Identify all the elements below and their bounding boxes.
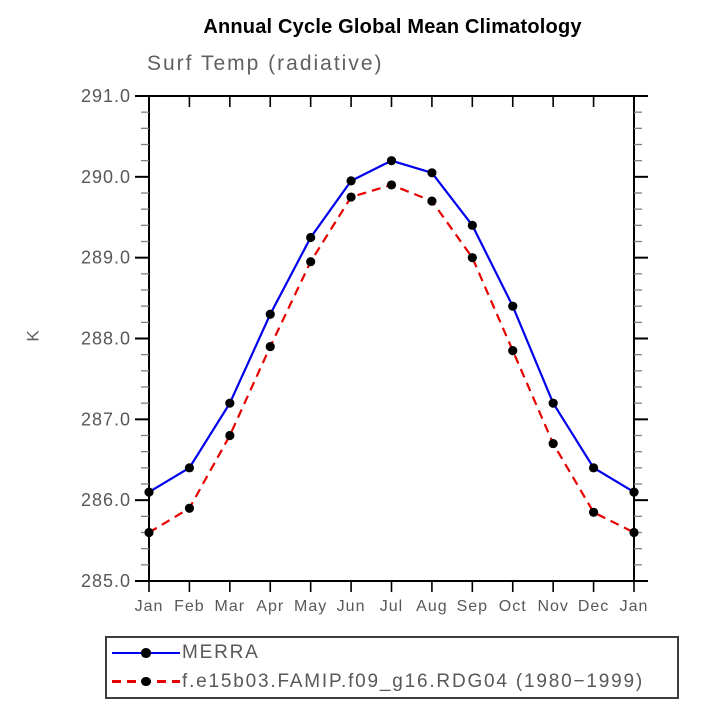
legend-item-merra: MERRA — [112, 640, 677, 667]
data-point-marker — [548, 438, 558, 449]
chart-subtitle: Surf Temp (radiative) — [147, 52, 384, 75]
x-tick-label: Aug — [416, 598, 447, 615]
x-tick-label: Sep — [457, 598, 488, 615]
data-point-marker — [386, 156, 397, 166]
y-tick-label: 287.0 — [81, 409, 131, 429]
data-point-marker — [386, 180, 397, 190]
x-tick-label: May — [294, 598, 327, 615]
data-point-marker — [629, 527, 639, 538]
x-tick-label: Jan — [620, 598, 649, 615]
x-tick-label: Apr — [256, 598, 284, 615]
data-point-marker — [346, 192, 356, 202]
data-point-marker — [265, 309, 275, 319]
data-point-marker — [588, 463, 599, 473]
data-point-marker — [427, 196, 437, 206]
legend-label-model: f.e15b03.FAMIP.f09_g16.RDG04 (1980−1999) — [182, 670, 644, 692]
x-tick-label: Mar — [215, 598, 246, 615]
data-point-marker — [629, 487, 639, 497]
x-tick-label: Jul — [380, 598, 403, 615]
chart-title: Annual Cycle Global Mean Climatology — [203, 16, 582, 38]
data-point-marker — [508, 301, 518, 311]
series-line-1 — [148, 183, 635, 534]
legend-item-model: f.e15b03.FAMIP.f09_g16.RDG04 (1980−1999) — [112, 668, 677, 695]
y-tick-label: 288.0 — [81, 329, 131, 349]
x-tick-label: Oct — [499, 598, 527, 615]
x-tick-label: Nov — [537, 598, 568, 615]
data-point-marker — [225, 430, 235, 441]
marker-dot-icon — [141, 648, 151, 658]
x-tick-label: Feb — [174, 598, 205, 615]
data-point-marker — [144, 487, 154, 497]
data-point-marker — [265, 341, 275, 352]
marker-dot-icon — [141, 676, 151, 687]
data-point-marker — [306, 232, 316, 243]
y-tick-label: 286.0 — [81, 490, 131, 510]
x-tick-label: Jan — [135, 598, 164, 615]
plot-frame — [148, 95, 635, 582]
legend-line-sample-model — [112, 676, 180, 687]
data-point-marker — [548, 398, 558, 408]
data-point-marker — [346, 176, 356, 186]
data-point-marker — [225, 398, 235, 408]
data-point-marker — [184, 503, 195, 513]
data-point-marker — [588, 507, 599, 517]
legend-box: MERRA f.e15b03.FAMIP.f09_g16.RDG04 (1980… — [105, 636, 679, 699]
y-tick-label: 291.0 — [81, 86, 131, 106]
data-point-marker — [467, 253, 477, 263]
data-point-marker — [427, 168, 437, 178]
legend-label-merra: MERRA — [182, 642, 260, 664]
y-tick-label: 285.0 — [81, 571, 131, 591]
data-point-marker — [306, 257, 316, 267]
data-point-marker — [467, 220, 477, 230]
data-point-marker — [508, 346, 518, 356]
x-tick-label: Jun — [337, 598, 366, 615]
data-point-marker — [184, 463, 195, 473]
y-tick-label: 290.0 — [81, 167, 131, 187]
x-tick-label: Dec — [578, 598, 609, 615]
data-point-marker — [144, 527, 154, 538]
y-tick-label: 289.0 — [81, 248, 131, 268]
series-line-0 — [148, 159, 635, 494]
legend-line-sample-merra — [112, 648, 180, 658]
